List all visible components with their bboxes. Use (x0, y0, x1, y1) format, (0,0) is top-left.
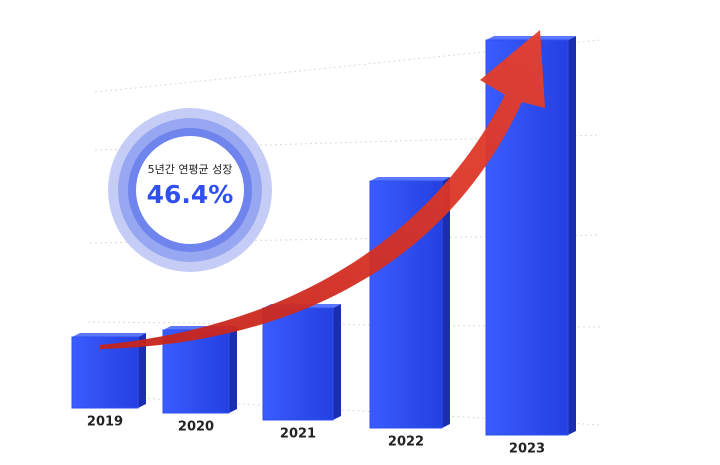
x-tick-label: 2022 (388, 435, 424, 450)
x-tick-label: 2023 (509, 442, 545, 457)
badge-value: 46.4% (147, 180, 234, 209)
bar (162, 329, 230, 414)
x-tick-label: 2019 (87, 415, 123, 430)
bar-side (568, 36, 576, 435)
bar-side (442, 177, 450, 428)
bar-side (138, 333, 146, 408)
bar (262, 307, 334, 421)
bar-top (370, 177, 450, 181)
badge-caption: 5년간 연평균 성장 (148, 163, 233, 176)
bar-top (72, 333, 146, 337)
bar-side (229, 326, 237, 413)
bar (71, 336, 139, 409)
growth-arrow (100, 30, 545, 349)
bar-side (333, 304, 341, 420)
x-tick-label: 2021 (280, 427, 316, 442)
growth-badge: 5년간 연평균 성장 46.4% (108, 108, 272, 272)
x-tick-label: 2020 (178, 420, 214, 435)
